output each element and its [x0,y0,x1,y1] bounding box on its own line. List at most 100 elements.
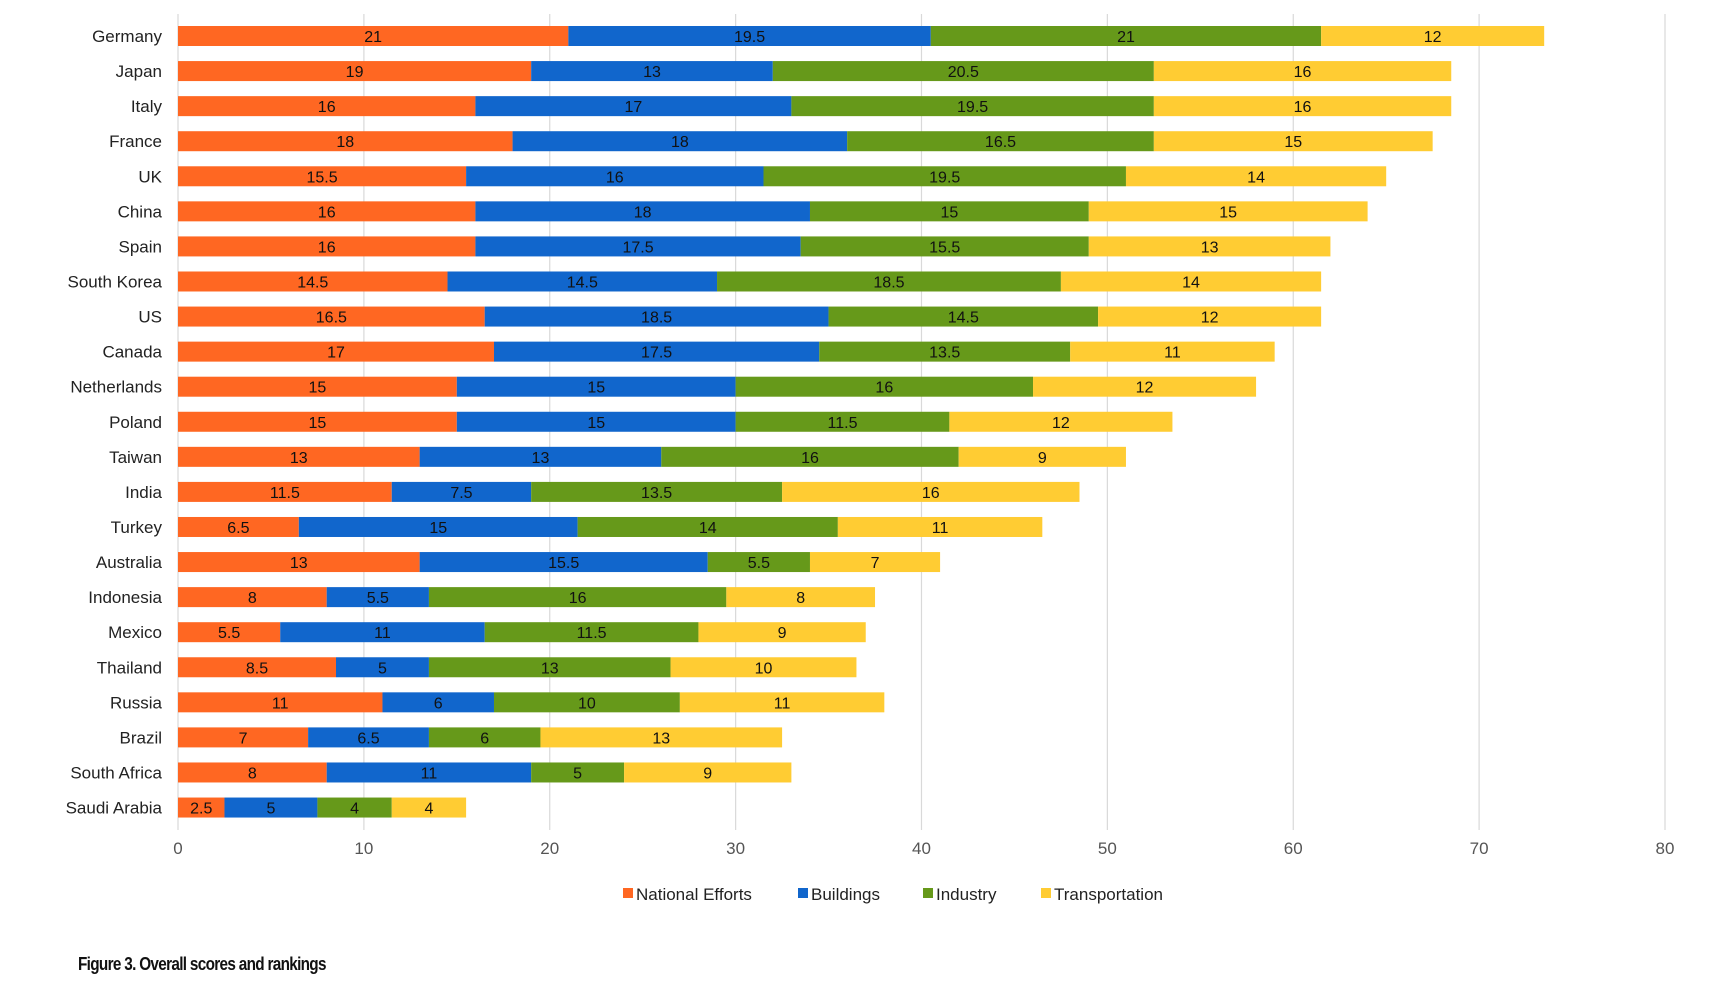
data-label: 16 [875,380,893,397]
bar-segment [484,306,829,327]
data-label: 12 [1201,310,1219,327]
bar-segment [178,306,485,327]
bar-segment [178,411,457,432]
data-label: 21 [1117,29,1135,46]
data-label: 10 [578,695,596,712]
x-tick-label: 10 [354,839,373,858]
data-label: 2.5 [190,801,212,818]
bar-segment [308,727,429,748]
bar-segment [1153,96,1452,117]
category-label: Italy [131,97,163,116]
bar-segment [1153,61,1452,82]
bar-segment [178,131,513,152]
data-label: 17 [624,99,642,116]
category-label: UK [138,167,162,186]
bar-segment [809,201,1089,222]
bar-segment [280,622,485,643]
bar-segment [1125,166,1387,187]
bar-segment [475,236,801,257]
legend-label: National Efforts [636,885,752,904]
data-label: 16 [1294,64,1312,81]
bar-segment [224,797,318,818]
category-label: Poland [109,413,162,432]
bar-segment [531,481,783,502]
data-label: 5 [266,801,275,818]
data-label: 13.5 [929,345,960,362]
data-label: 16 [1294,99,1312,116]
bar-segment [782,481,1080,502]
bar-segment [698,622,866,643]
bar-segment [382,692,494,713]
bar-segment [717,271,1061,292]
legend-label: Buildings [811,885,880,904]
x-tick-label: 70 [1470,839,1489,858]
bar-segment [178,727,309,748]
data-label: 18.5 [873,274,904,291]
data-label: 8.5 [246,660,268,677]
bar-segment [419,446,662,467]
bar-segment [178,26,569,46]
bar-segment [828,306,1099,327]
bar-segment [958,446,1126,467]
bar-segment [178,201,476,222]
bar-segment [317,797,392,818]
bar-segment [679,692,885,713]
data-label: 8 [248,590,257,607]
category-label: Mexico [108,623,162,642]
figure-caption: Figure 3. Overall scores and rankings [78,954,326,974]
data-label: 16 [922,485,940,502]
bar-segment [178,587,327,608]
data-label: 8 [796,590,805,607]
legend-swatch [798,888,808,898]
data-label: 11 [421,765,438,782]
bar-segment [1033,376,1257,397]
category-label: South Korea [67,272,162,291]
legend-label: Industry [936,885,997,904]
data-label: 9 [1038,450,1047,467]
data-label: 15 [587,415,605,432]
bar-segment [391,797,467,818]
category-label: US [138,308,162,327]
data-label: 11.5 [270,485,300,502]
bar-segment [456,411,736,432]
data-label: 11.5 [828,415,858,432]
data-label: 14.5 [297,274,328,291]
bar-segment [1153,131,1433,152]
bar-segment [178,271,448,292]
legend-swatch [1041,888,1051,898]
data-label: 15 [1219,204,1237,221]
bar-segment [493,692,680,713]
data-label: 13 [541,660,559,677]
bar-segment [178,236,476,257]
data-label: 5.5 [218,625,240,642]
bar-segment [800,236,1089,257]
bar-segment [670,657,857,678]
data-label: 7.5 [450,485,472,502]
bar-segment [1321,26,1545,46]
category-label: Saudi Arabia [66,799,163,818]
data-label: 15 [940,204,958,221]
data-label: 12 [1424,29,1442,46]
data-label: 19.5 [734,29,765,46]
data-label: 5.5 [748,555,770,572]
data-label: 7 [871,555,880,572]
category-label: India [125,483,162,502]
data-label: 21 [364,29,382,46]
data-label: 17.5 [641,345,672,362]
data-label: 18 [671,134,689,151]
legend-swatch [623,888,633,898]
data-label: 15.5 [929,239,960,256]
bar-segment [512,131,848,152]
bar-segment [540,727,783,748]
legend-swatch [923,888,933,898]
bar-segment [819,341,1071,362]
bar-segment [763,166,1126,187]
data-label: 11 [374,625,391,642]
category-label: Russia [110,693,163,712]
bar-segment [1088,236,1331,257]
data-label: 19.5 [957,99,988,116]
data-label: 16.5 [316,310,347,327]
data-label: 18.5 [641,310,672,327]
bar-segment [949,411,1173,432]
data-label: 14.5 [567,274,598,291]
